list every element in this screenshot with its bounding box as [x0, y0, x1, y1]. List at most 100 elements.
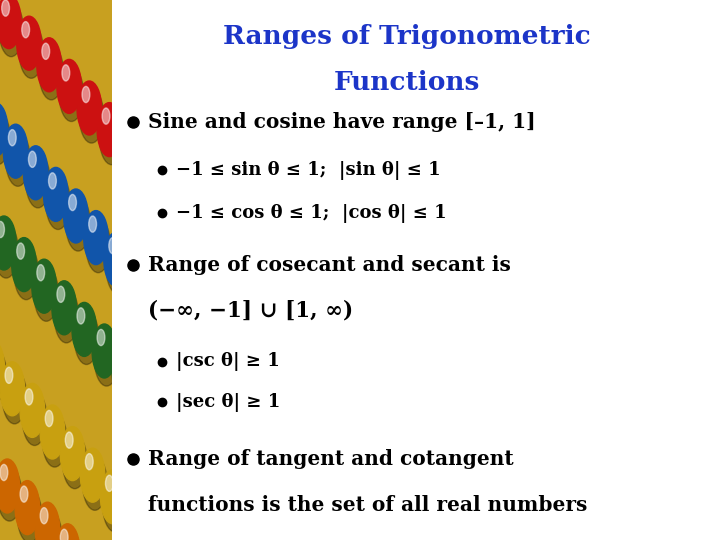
Ellipse shape	[0, 340, 4, 394]
Ellipse shape	[114, 354, 139, 408]
Ellipse shape	[0, 467, 22, 521]
Ellipse shape	[35, 502, 60, 540]
Text: −1 ≤ sin θ ≤ 1;  |sin θ| ≤ 1: −1 ≤ sin θ ≤ 1; |sin θ| ≤ 1	[176, 160, 441, 180]
Ellipse shape	[58, 532, 82, 540]
Ellipse shape	[24, 146, 48, 200]
Ellipse shape	[32, 259, 56, 313]
Ellipse shape	[17, 489, 42, 540]
Ellipse shape	[0, 0, 21, 49]
Ellipse shape	[83, 456, 107, 510]
Ellipse shape	[37, 38, 61, 92]
Ellipse shape	[0, 103, 8, 157]
Ellipse shape	[99, 111, 124, 165]
Ellipse shape	[77, 308, 85, 324]
Ellipse shape	[14, 246, 38, 300]
Ellipse shape	[42, 43, 50, 59]
Ellipse shape	[37, 265, 45, 281]
Ellipse shape	[66, 197, 91, 251]
Ellipse shape	[40, 405, 65, 459]
Ellipse shape	[17, 243, 24, 259]
Ellipse shape	[4, 124, 28, 178]
Ellipse shape	[9, 130, 16, 146]
Ellipse shape	[60, 427, 85, 481]
Ellipse shape	[102, 108, 110, 124]
Ellipse shape	[2, 370, 27, 424]
Ellipse shape	[0, 3, 24, 57]
Text: |csc θ| ≥ 1: |csc θ| ≥ 1	[176, 352, 280, 372]
Ellipse shape	[92, 324, 117, 378]
Ellipse shape	[63, 189, 88, 243]
Text: Ranges of Trigonometric: Ranges of Trigonometric	[223, 24, 590, 49]
Ellipse shape	[97, 329, 105, 346]
Ellipse shape	[86, 454, 93, 470]
Ellipse shape	[29, 151, 36, 167]
Text: Functions: Functions	[333, 70, 480, 95]
Ellipse shape	[52, 281, 76, 335]
Ellipse shape	[106, 240, 130, 294]
Ellipse shape	[122, 130, 130, 146]
Ellipse shape	[97, 103, 122, 157]
Ellipse shape	[77, 81, 102, 135]
Ellipse shape	[0, 348, 6, 402]
Ellipse shape	[60, 529, 68, 540]
Ellipse shape	[12, 238, 36, 292]
Ellipse shape	[120, 132, 144, 186]
Ellipse shape	[94, 332, 119, 386]
Ellipse shape	[19, 24, 43, 78]
Ellipse shape	[63, 435, 87, 489]
Ellipse shape	[0, 224, 19, 278]
Ellipse shape	[68, 194, 76, 211]
Ellipse shape	[0, 216, 16, 270]
Ellipse shape	[86, 219, 110, 273]
Text: Range of tangent and cotangent: Range of tangent and cotangent	[148, 449, 513, 469]
Ellipse shape	[0, 459, 19, 513]
Text: functions is the set of all real numbers: functions is the set of all real numbers	[148, 495, 587, 515]
Ellipse shape	[103, 478, 127, 532]
Ellipse shape	[45, 410, 53, 427]
Ellipse shape	[62, 65, 70, 81]
Ellipse shape	[81, 448, 105, 502]
Ellipse shape	[42, 413, 67, 467]
Text: −1 ≤ cos θ ≤ 1;  |cos θ| ≤ 1: −1 ≤ cos θ ≤ 1; |cos θ| ≤ 1	[176, 204, 447, 223]
Ellipse shape	[0, 464, 8, 481]
Ellipse shape	[117, 351, 125, 367]
Ellipse shape	[0, 111, 10, 165]
Ellipse shape	[74, 310, 99, 365]
Ellipse shape	[40, 508, 48, 524]
Ellipse shape	[37, 510, 62, 540]
Ellipse shape	[66, 432, 73, 448]
Ellipse shape	[20, 383, 45, 437]
Ellipse shape	[43, 167, 68, 221]
Ellipse shape	[105, 475, 113, 491]
Ellipse shape	[55, 524, 80, 540]
Text: (−∞, −1] ∪ [1, ∞): (−∞, −1] ∪ [1, ∞)	[148, 300, 353, 321]
Ellipse shape	[59, 68, 84, 122]
Ellipse shape	[17, 16, 41, 70]
Ellipse shape	[57, 286, 65, 302]
Ellipse shape	[39, 46, 63, 100]
Ellipse shape	[0, 362, 24, 416]
Ellipse shape	[46, 176, 71, 230]
Ellipse shape	[82, 86, 90, 103]
Ellipse shape	[15, 481, 40, 535]
Ellipse shape	[22, 392, 47, 446]
Ellipse shape	[72, 302, 96, 356]
Ellipse shape	[22, 22, 30, 38]
Ellipse shape	[48, 173, 56, 189]
Ellipse shape	[89, 216, 96, 232]
Ellipse shape	[84, 211, 108, 265]
Ellipse shape	[54, 289, 78, 343]
Text: Sine and cosine have range [–1, 1]: Sine and cosine have range [–1, 1]	[148, 111, 535, 132]
Text: |sec θ| ≥ 1: |sec θ| ≥ 1	[176, 393, 281, 412]
Ellipse shape	[34, 267, 58, 321]
Ellipse shape	[79, 89, 104, 143]
Ellipse shape	[6, 132, 30, 186]
Ellipse shape	[117, 124, 142, 178]
Ellipse shape	[109, 238, 117, 254]
Ellipse shape	[26, 154, 50, 208]
Ellipse shape	[57, 59, 81, 113]
Ellipse shape	[1, 0, 9, 16]
Ellipse shape	[20, 486, 28, 502]
Text: Range of cosecant and secant is: Range of cosecant and secant is	[148, 254, 510, 275]
Ellipse shape	[101, 470, 125, 524]
